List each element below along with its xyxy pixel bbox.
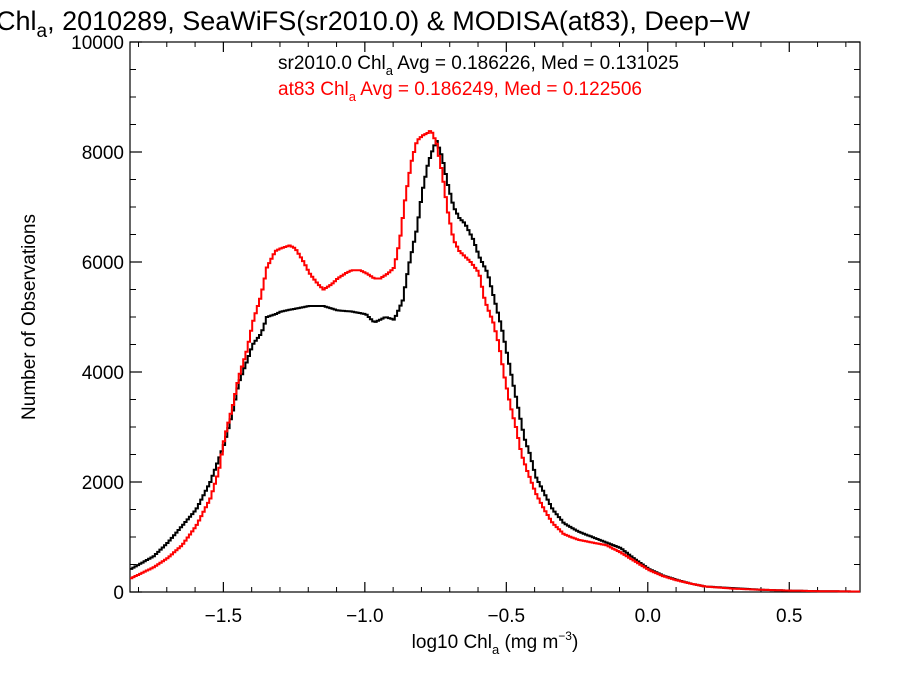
- x-axis-ticks: −1.5 −1.0 −0.5 0.0 0.5: [137, 42, 847, 627]
- y-tick-label: 0: [113, 583, 124, 604]
- x-tick-label: −0.5: [488, 606, 526, 627]
- y-tick-label: 2000: [82, 473, 124, 494]
- y-tick-label: 4000: [82, 363, 124, 384]
- y-tick-label: 8000: [82, 143, 124, 164]
- y-tick-label: 6000: [82, 253, 124, 274]
- chart-title: Chla, 2010289, SeaWiFS(sr2010.0) & MODIS…: [0, 6, 751, 42]
- annotation-sr2010: sr2010.0 Chla Avg = 0.186226, Med = 0.13…: [278, 53, 679, 78]
- x-tick-label: −1.5: [205, 606, 243, 627]
- y-axis-label: Number of Observations: [19, 214, 40, 420]
- x-tick-label: 0.5: [776, 606, 802, 627]
- series-sr2010-histogram: [130, 140, 860, 593]
- plot-area: −1.5 −1.0 −0.5 0.0 0.5 0 2000 4000 6000 8000 1000…: [71, 33, 861, 627]
- series-layer: [130, 130, 860, 593]
- x-tick-label: −1.0: [346, 606, 384, 627]
- x-tick-label: 0.0: [635, 606, 661, 627]
- series-at83-histogram: [130, 130, 860, 593]
- plot-frame: [129, 41, 861, 593]
- y-axis-ticks: 0 2000 4000 6000 8000 10000: [71, 33, 860, 604]
- x-axis-label: log10 Chla (mg m−3): [412, 629, 579, 657]
- annotation-at83: at83 Chla Avg = 0.186249, Med = 0.122506: [278, 79, 642, 104]
- y-tick-label: 10000: [71, 33, 124, 54]
